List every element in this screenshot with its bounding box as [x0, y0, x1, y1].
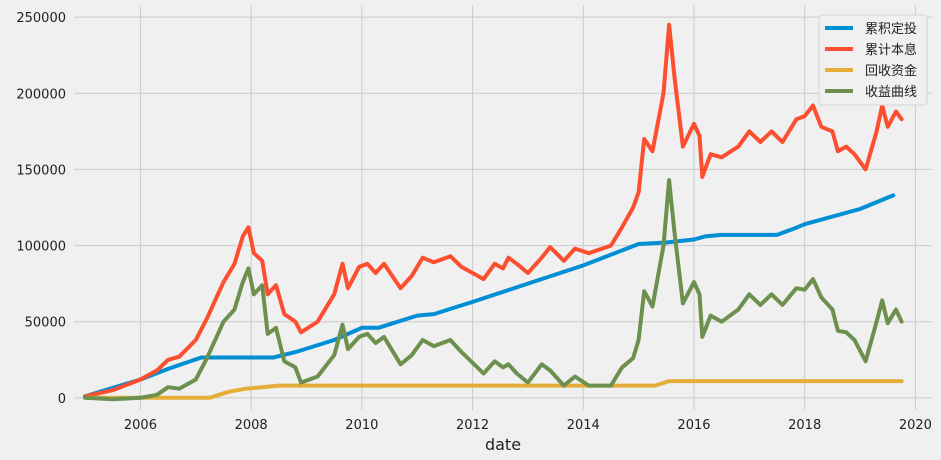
x-tick-label: 2020: [899, 418, 932, 433]
series-line-1: [83, 193, 896, 399]
y-tick-label: 50000: [25, 316, 66, 331]
legend-label: 累计本息: [865, 42, 917, 58]
y-axis-ticks: 0 50000 100000 150000 200000 250000: [16, 11, 66, 407]
grid: [74, 5, 932, 410]
x-tick-label: 2018: [788, 418, 821, 433]
y-tick-label: 0: [58, 392, 66, 407]
legend-box: [818, 14, 928, 106]
x-tick-label: 2010: [345, 418, 378, 433]
series-line-4: [83, 178, 904, 402]
y-tick-label: 250000: [16, 11, 66, 26]
x-tick-label: 2008: [235, 418, 268, 433]
x-tick-label: 2014: [567, 418, 600, 433]
series-line-2: [83, 22, 904, 399]
x-axis-ticks: 2006 2008 2010 2012 2014 2016 2018 2020: [124, 418, 932, 433]
legend-label: 收益曲线: [865, 85, 917, 100]
x-tick-label: 2006: [124, 418, 157, 433]
x-tick-label: 2016: [677, 418, 710, 433]
y-tick-label: 200000: [16, 87, 66, 102]
legend-label: 回收资金: [865, 63, 917, 79]
x-tick-label: 2012: [456, 418, 489, 433]
y-tick-label: 150000: [16, 163, 66, 178]
legend-label: 累积定投: [865, 21, 917, 37]
series-layer: [83, 22, 904, 402]
y-tick-label: 100000: [16, 240, 66, 255]
x-axis-label: date: [485, 435, 521, 454]
series-line-3: [83, 379, 904, 400]
